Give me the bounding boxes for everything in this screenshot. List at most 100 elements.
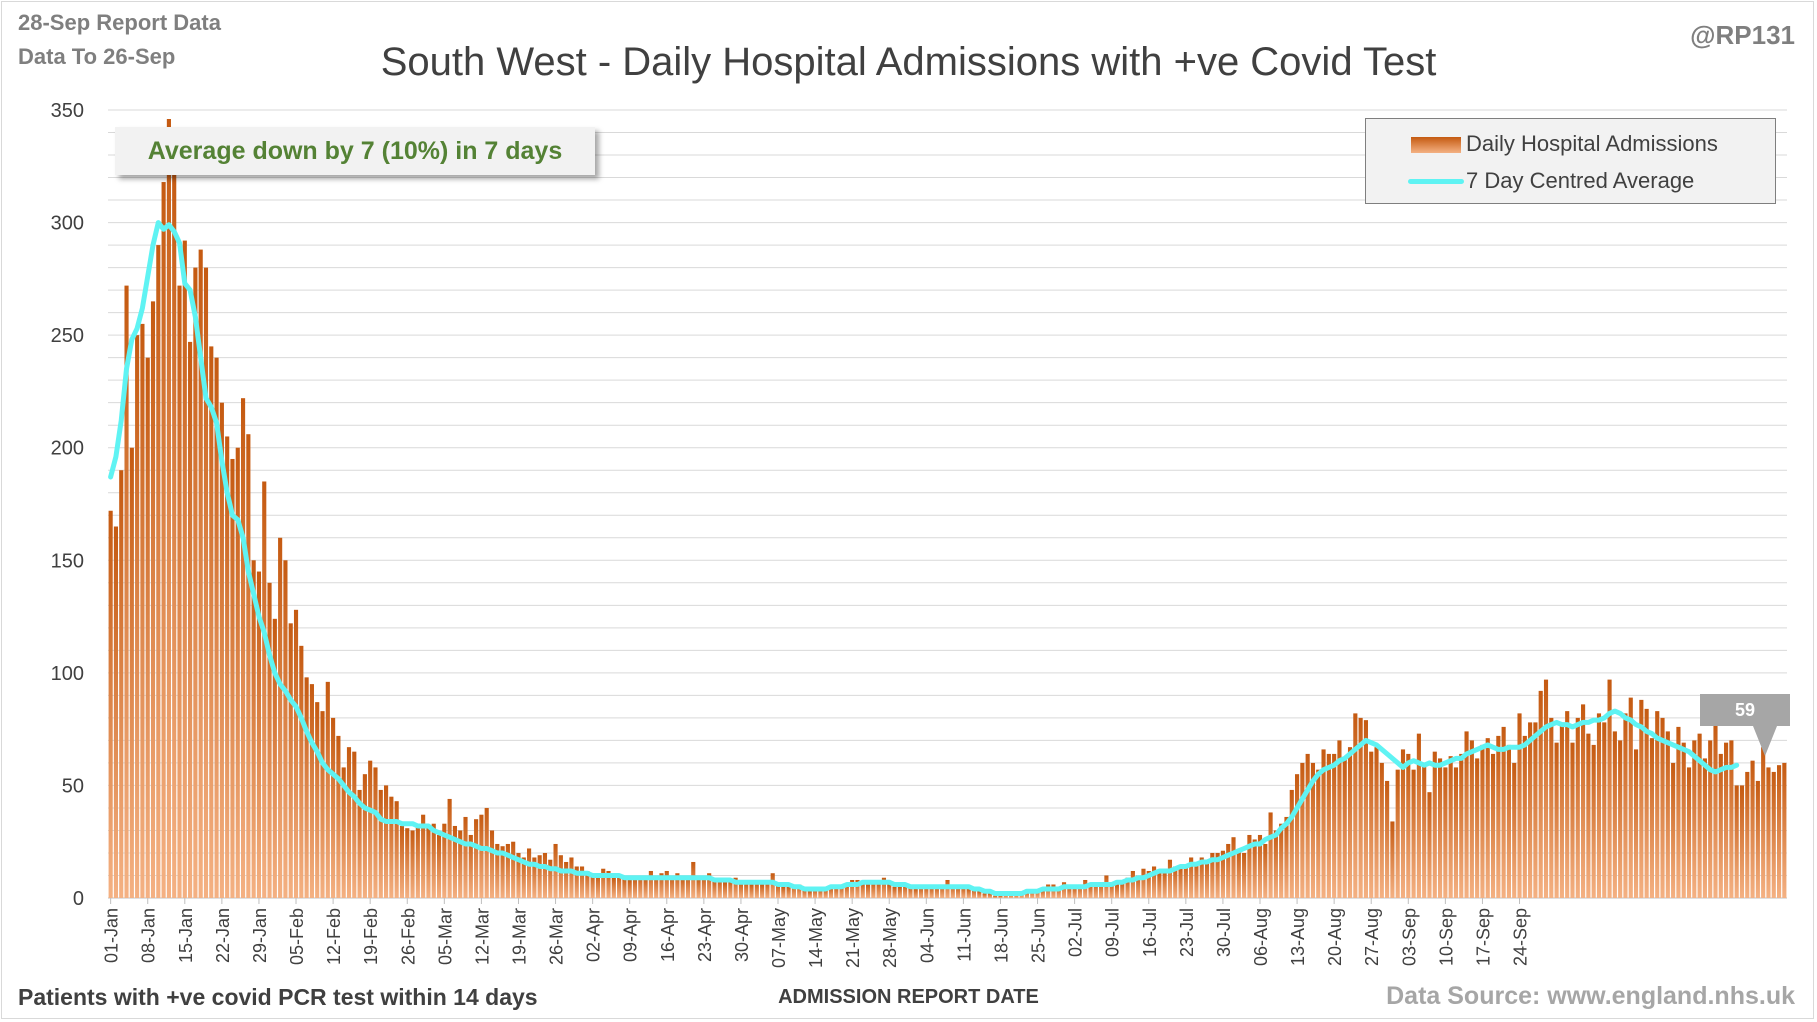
bar: [1284, 816, 1289, 898]
bar: [346, 747, 352, 898]
bar: [1109, 882, 1114, 898]
bar: [611, 877, 616, 898]
bar: [1125, 877, 1130, 898]
x-tick-label: 08-Jan: [139, 908, 159, 963]
bar: [1226, 843, 1231, 898]
x-tick-label: 05-Mar: [435, 908, 455, 965]
bar: [1506, 744, 1511, 898]
bar: [707, 873, 712, 898]
bar-series: [108, 119, 1787, 899]
bar: [881, 877, 887, 898]
bar: [569, 857, 574, 898]
bar: [188, 341, 193, 898]
bar: [468, 834, 473, 898]
x-tick-label: 09-Jul: [1103, 908, 1123, 957]
bar: [156, 245, 161, 899]
bar: [579, 866, 585, 898]
bar: [1549, 717, 1554, 898]
bar: [1469, 740, 1474, 898]
x-tick-label: 29-Jan: [250, 908, 270, 963]
bar: [1565, 711, 1570, 898]
bar: [1496, 735, 1501, 898]
bar: [712, 879, 717, 898]
bar: [929, 886, 934, 898]
bar: [1300, 762, 1305, 898]
bar: [887, 884, 892, 898]
bar: [384, 785, 389, 898]
bar: [961, 886, 966, 898]
x-axis-ticks: 01-Jan 08-Jan 15-Jan 22-Jan 29-Jan 05-Feb 12-F…: [102, 898, 1531, 968]
bar: [924, 886, 929, 898]
bar: [1612, 731, 1617, 898]
bar: [1591, 744, 1596, 898]
data-source: Data Source: www.england.nhs.uk: [1386, 982, 1795, 1010]
bar: [685, 875, 691, 898]
bar: [971, 888, 977, 898]
bar: [1581, 704, 1586, 898]
bar: [865, 884, 871, 898]
x-tick-label: 26-Feb: [398, 908, 418, 965]
y-tick-label: 0: [73, 888, 84, 910]
bar: [791, 884, 796, 898]
x-tick-label: 19-Feb: [361, 908, 381, 965]
bar: [278, 537, 283, 898]
bar: [1416, 733, 1421, 898]
x-tick-label: 02-Jul: [1066, 908, 1086, 957]
bar: [1734, 785, 1739, 898]
bar: [1183, 864, 1188, 898]
bar: [511, 841, 516, 898]
bar: [1056, 886, 1061, 898]
bar: [516, 852, 521, 898]
bar: [1194, 861, 1199, 898]
bar: [1665, 731, 1670, 898]
bar: [1411, 769, 1416, 898]
bar: [505, 843, 510, 898]
bar: [1633, 749, 1639, 898]
bar: [1586, 733, 1591, 898]
bar: [1475, 758, 1480, 898]
bar: [1400, 749, 1406, 898]
bar: [1533, 722, 1538, 898]
bar: [696, 877, 701, 898]
bar: [834, 886, 839, 898]
bar: [484, 807, 489, 898]
bar: [659, 873, 664, 898]
x-tick-label: 30-Jul: [1214, 908, 1234, 957]
bar: [1358, 717, 1363, 898]
bar: [897, 886, 902, 898]
bar: [246, 434, 251, 898]
bar: [1120, 882, 1125, 898]
bar: [701, 875, 706, 898]
bar: [251, 560, 256, 898]
legend-item-line: 7 Day Centred Average: [1366, 166, 1775, 196]
bar: [1739, 785, 1745, 898]
bar: [357, 789, 362, 898]
bar: [325, 681, 330, 898]
bar: [1347, 747, 1353, 898]
footnote: Patients with +ve covid PCR test within …: [18, 984, 538, 1010]
x-tick-label: 19-Mar: [509, 908, 529, 965]
bar: [479, 814, 484, 898]
bar: [129, 447, 134, 898]
bar: [209, 346, 214, 898]
bar: [622, 877, 627, 898]
bar: [1024, 891, 1030, 898]
bar: [1602, 722, 1607, 898]
x-tick-label: 15-Jan: [176, 908, 196, 963]
bar: [860, 882, 865, 898]
bar: [1242, 852, 1247, 898]
bar: [203, 267, 209, 899]
bar: [1146, 870, 1151, 898]
bar: [1453, 767, 1459, 898]
bar: [876, 882, 881, 898]
bar: [564, 861, 569, 898]
bar: [198, 249, 203, 899]
x-tick-label: 13-Aug: [1288, 908, 1308, 966]
x-tick-label: 05-Feb: [287, 908, 307, 965]
bar: [124, 285, 129, 898]
bar: [1231, 837, 1236, 898]
bar: [749, 884, 754, 898]
average-line-series: [108, 220, 1740, 896]
bar: [1263, 843, 1268, 898]
